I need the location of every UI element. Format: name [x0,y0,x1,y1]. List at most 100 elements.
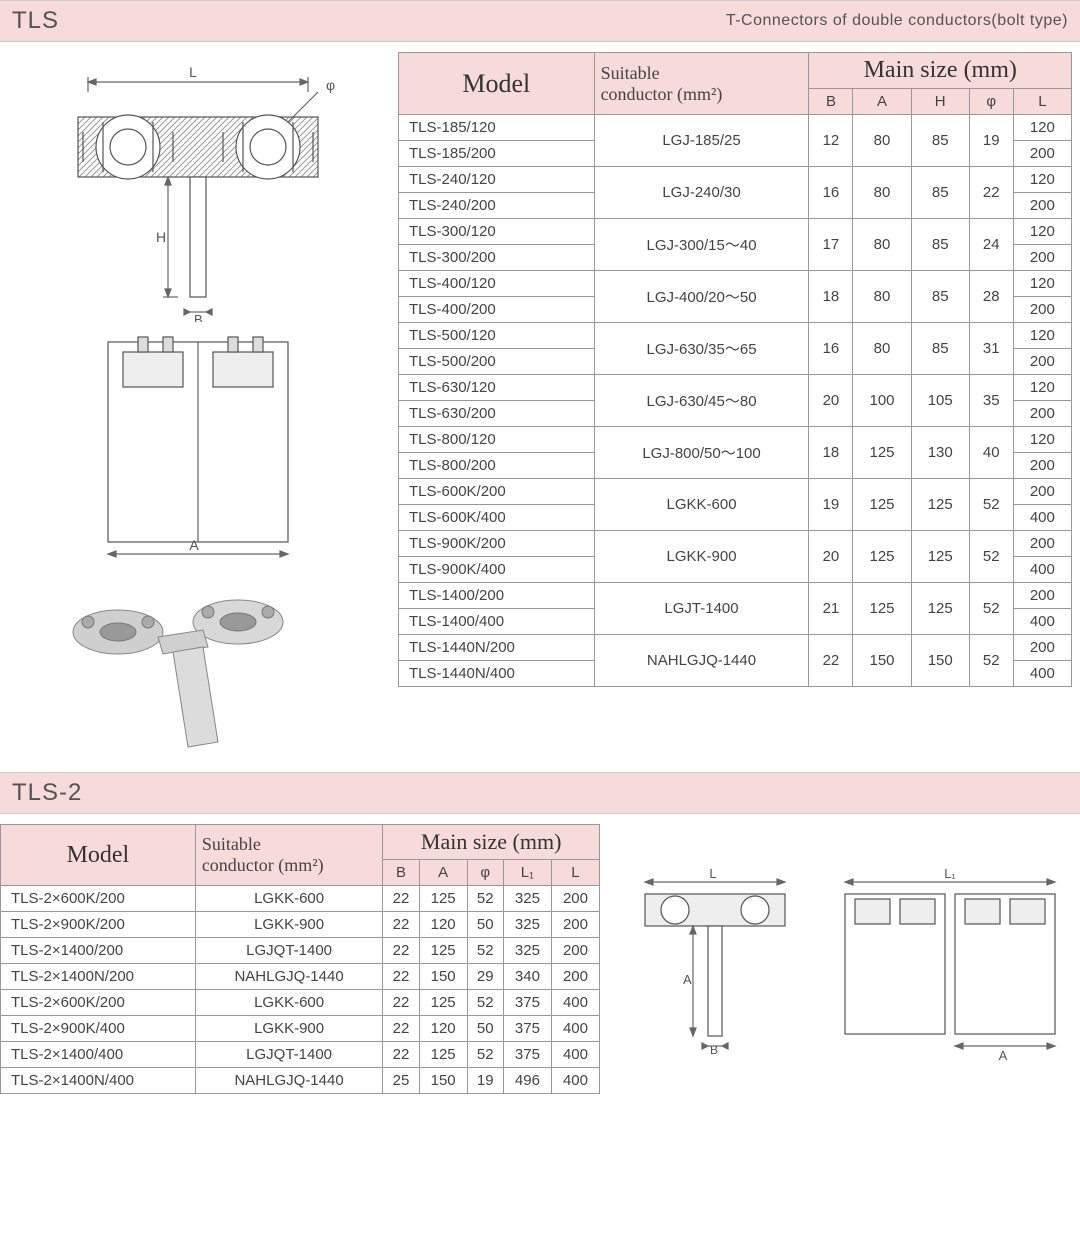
table-row: TLS-2×1400N/200NAHLGJQ-14402215029340200 [1,964,600,990]
cell-H: 125 [911,583,969,635]
table-row: TLS-1400/200LGJT-14002112512552200 [399,583,1072,609]
cell-model: TLS-185/120 [399,115,595,141]
cell-A: 80 [853,219,911,271]
cell-H: 85 [911,115,969,167]
table-row: TLS-400/120LGJ-400/20～5018808528120 [399,271,1072,297]
tls2-header-bar: TLS-2 [0,772,1080,814]
cell-conductor: LGJ-300/15～40 [594,219,809,271]
th2-b: B [383,860,419,886]
table-row: TLS-2×1400N/400NAHLGJQ-14402515019496400 [1,1068,600,1094]
cell-phi: 52 [969,583,1013,635]
cell-model: TLS-400/200 [399,297,595,323]
table-row: TLS-2×900K/400LGKK-9002212050375400 [1,1016,600,1042]
cell-conductor: LGKK-900 [594,531,809,583]
cell-phi: 22 [969,167,1013,219]
cell-H: 105 [911,375,969,427]
cell-phi: 31 [969,323,1013,375]
section-tls2: Model Suitableconductor (mm²) Main size … [0,814,1080,1104]
cell-L: 120 [1013,271,1071,297]
cell-model: TLS-630/120 [399,375,595,401]
table-row: TLS-1440N/200NAHLGJQ-14402215015052200 [399,635,1072,661]
cell-phi: 24 [969,219,1013,271]
svg-text:A: A [189,537,199,553]
cell-model: TLS-800/200 [399,453,595,479]
cell-L: 120 [1013,427,1071,453]
cell-L: 200 [1013,349,1071,375]
cell-L: 120 [1013,375,1071,401]
th-suitable: Suitableconductor (mm²) [594,53,809,115]
tls-table: Model Suitableconductor (mm²) Main size … [398,52,1072,687]
tls2-table: Model Suitableconductor (mm²) Main size … [0,824,600,1094]
cell-conductor: LGJ-240/30 [594,167,809,219]
cell-phi: 28 [969,271,1013,323]
svg-text:L: L [709,866,716,881]
cell-B: 22 [383,1042,419,1068]
cell-B: 16 [809,323,853,375]
cell-L: 200 [1013,141,1071,167]
cell-L: 400 [551,1068,599,1094]
cell-L: 200 [1013,583,1071,609]
th-l: L [1013,89,1071,115]
cell-conductor: LGJ-630/45～80 [594,375,809,427]
cell-A: 80 [853,115,911,167]
cell-B: 18 [809,427,853,479]
cell-A: 125 [853,531,911,583]
cell-B: 22 [383,886,419,912]
cell-phi: 52 [467,1042,503,1068]
tls-top-diagram: L φ [8,62,368,322]
cell-B: 17 [809,219,853,271]
cell-L: 400 [1013,557,1071,583]
cell-L: 200 [1013,297,1071,323]
cell-L1: 340 [503,964,551,990]
cell-L: 200 [551,886,599,912]
cell-model: TLS-500/120 [399,323,595,349]
cell-L: 120 [1013,167,1071,193]
cell-phi: 52 [467,886,503,912]
cell-A: 80 [853,167,911,219]
table-row: TLS-600K/200LGKK-6001912512552200 [399,479,1072,505]
cell-phi: 52 [969,635,1013,687]
tls-header-bar: TLS T-Connectors of double conductors(bo… [0,0,1080,42]
th2-phi: φ [467,860,503,886]
section-tls: L φ [0,42,1080,772]
cell-conductor: NAHLGJQ-1440 [195,1068,383,1094]
cell-B: 22 [383,912,419,938]
cell-model: TLS-2×1400N/200 [1,964,196,990]
cell-model: TLS-240/120 [399,167,595,193]
cell-model: TLS-800/120 [399,427,595,453]
th-a: A [853,89,911,115]
tls2-title: TLS-2 [12,779,82,807]
th-h: H [911,89,969,115]
cell-phi: 50 [467,912,503,938]
svg-text:A: A [683,972,692,987]
cell-L: 200 [1013,245,1071,271]
th2-model: Model [1,825,196,886]
cell-L: 200 [1013,635,1071,661]
th2-l1: L₁ [503,860,551,886]
tls-3d-render [8,572,348,752]
cell-model: TLS-1440N/200 [399,635,595,661]
th-model: Model [399,53,595,115]
cell-A: 125 [419,938,467,964]
cell-conductor: LGJ-185/25 [594,115,809,167]
cell-A: 125 [853,427,911,479]
cell-A: 150 [419,1068,467,1094]
cell-phi: 52 [969,479,1013,531]
cell-model: TLS-1440N/400 [399,661,595,687]
cell-H: 125 [911,531,969,583]
svg-text:H: H [156,229,166,245]
cell-L1: 325 [503,886,551,912]
cell-L: 200 [551,938,599,964]
tls2-diagram-column: L A B L₁ [610,824,1080,1064]
cell-conductor: LGJ-800/50～100 [594,427,809,479]
cell-L: 200 [1013,453,1071,479]
tls2-table-wrapper: Model Suitableconductor (mm²) Main size … [0,824,600,1094]
cell-phi: 52 [969,531,1013,583]
cell-conductor: LGJQT-1400 [195,938,383,964]
cell-L1: 496 [503,1068,551,1094]
cell-phi: 19 [969,115,1013,167]
cell-B: 22 [383,938,419,964]
cell-L: 200 [1013,193,1071,219]
cell-B: 22 [383,964,419,990]
cell-L: 120 [1013,219,1071,245]
